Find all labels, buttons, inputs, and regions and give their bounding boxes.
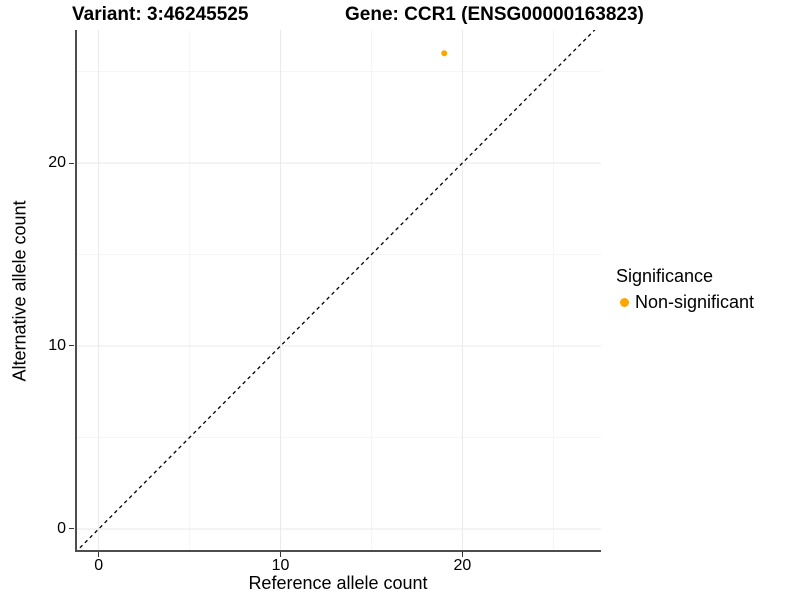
x-tick — [98, 552, 100, 557]
x-tick — [461, 552, 463, 557]
x-tick-label: 10 — [271, 557, 290, 574]
y-tick-label: 20 — [48, 154, 66, 172]
plot-title-gene: Gene: CCR1 (ENSG00000163823) — [345, 4, 644, 25]
x-tick-label: 0 — [94, 557, 104, 574]
legend-point-icon — [620, 298, 629, 307]
y-tick — [69, 528, 74, 530]
scatter-plot-panel — [75, 30, 601, 552]
y-axis-title: Alternative allele count — [9, 200, 30, 382]
legend-item-label: Non-significant — [635, 292, 755, 312]
identity-line — [75, 30, 596, 552]
y-tick — [69, 162, 74, 164]
legend-item-nonsignificant: Non-significant — [616, 292, 754, 313]
x-tick — [280, 552, 282, 557]
legend-title: Significance — [616, 266, 714, 286]
x-axis-title: Reference allele count — [248, 573, 428, 593]
y-tick-label: 0 — [57, 519, 66, 537]
legend-key — [616, 294, 633, 311]
data-point — [441, 50, 448, 57]
x-tick-label: 20 — [453, 557, 472, 574]
legend: Significance Non-significant — [616, 266, 754, 313]
plot-title-variant: Variant: 3:46245525 — [72, 4, 249, 25]
y-tick-label: 10 — [48, 336, 66, 354]
y-tick — [69, 345, 74, 347]
